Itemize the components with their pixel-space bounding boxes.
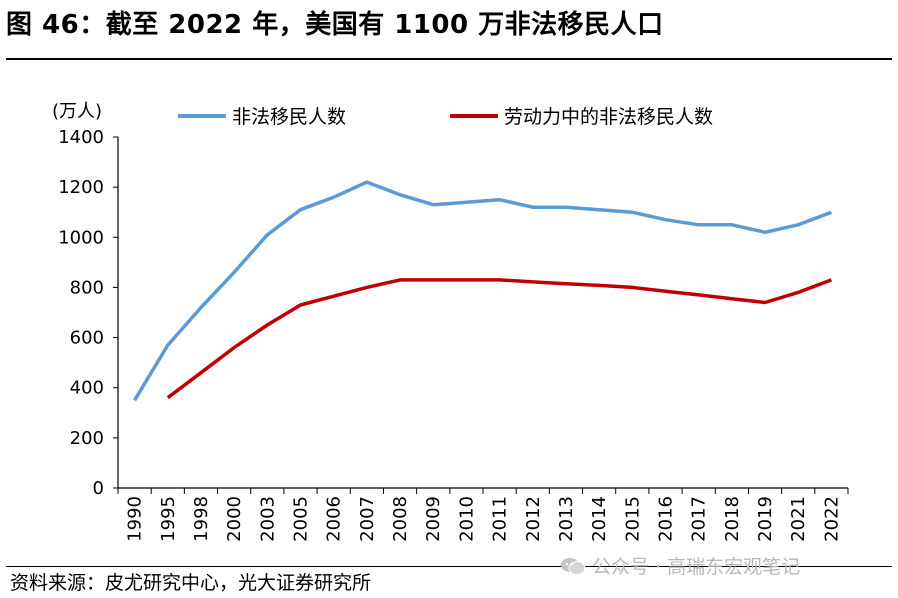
x-tick-label: 2003 bbox=[257, 496, 278, 542]
x-tick-label: 1998 bbox=[191, 496, 212, 542]
title-divider bbox=[6, 58, 892, 60]
x-tick-label: 2013 bbox=[556, 496, 577, 542]
series-line-1 bbox=[133, 180, 833, 402]
x-tick-label: 2009 bbox=[423, 496, 444, 542]
footer-divider bbox=[6, 566, 892, 567]
line-chart: 0 200 400 600 800 1000 1200 1400 1990 1995 1998 20… bbox=[52, 101, 849, 542]
x-tick-label: 2000 bbox=[224, 496, 245, 542]
legend: 非法移民人数 劳动力中的非法移民人数 bbox=[178, 106, 713, 128]
x-tick-label: 2012 bbox=[523, 496, 544, 542]
x-tick-label: 2015 bbox=[622, 496, 643, 542]
y-tick-label: 1200 bbox=[58, 177, 104, 198]
x-tick-label: 2014 bbox=[589, 496, 610, 542]
x-tick-label: 1990 bbox=[125, 496, 146, 542]
y-ticks: 0 200 400 600 800 1000 1200 1400 bbox=[58, 127, 118, 499]
x-tick-label: 2021 bbox=[788, 496, 809, 542]
wechat-icon bbox=[561, 557, 586, 575]
series-lines bbox=[133, 180, 833, 402]
x-tick-label: 2005 bbox=[291, 496, 312, 542]
page-title: 图 46：截至 2022 年，美国有 1100 万非法移民人口 bbox=[6, 10, 664, 40]
legend-label-1: 非法移民人数 bbox=[232, 106, 346, 128]
x-tick-label: 2010 bbox=[456, 496, 477, 542]
series-line-2 bbox=[166, 278, 833, 400]
watermark-text: 公众号 · 高瑞东宏观笔记 bbox=[592, 556, 801, 578]
y-tick-label: 1000 bbox=[58, 227, 104, 248]
y-tick-label: 400 bbox=[70, 378, 104, 399]
x-tick-label: 2019 bbox=[755, 496, 776, 542]
y-tick-label: 800 bbox=[70, 277, 104, 298]
x-tick-label: 2017 bbox=[689, 496, 710, 542]
x-tick-label: 2011 bbox=[490, 496, 511, 542]
source-note: 资料来源：皮尤研究中心，光大证券研究所 bbox=[10, 572, 372, 594]
watermark: 公众号 · 高瑞东宏观笔记 bbox=[560, 552, 800, 579]
x-tick-label: 2022 bbox=[821, 496, 842, 542]
x-tick-label: 1995 bbox=[158, 496, 179, 542]
y-tick-label: 0 bbox=[93, 478, 104, 499]
y-tick-label: 200 bbox=[70, 428, 104, 449]
y-tick-label: 1400 bbox=[58, 127, 104, 148]
x-tick-label: 2006 bbox=[324, 496, 345, 542]
legend-label-2: 劳动力中的非法移民人数 bbox=[504, 106, 713, 128]
x-tick-label: 2007 bbox=[357, 496, 378, 542]
y-axis-unit-label: (万人) bbox=[52, 101, 102, 122]
x-tick-label: 2016 bbox=[656, 496, 677, 542]
chart-axes bbox=[117, 137, 848, 489]
x-tick-label: 2008 bbox=[390, 496, 411, 542]
x-tick-label: 2018 bbox=[722, 496, 743, 542]
y-tick-label: 600 bbox=[70, 328, 104, 349]
x-ticks: 1990 1995 1998 2000 2003 2005 2006 2007 2008 2009… bbox=[117, 488, 849, 542]
